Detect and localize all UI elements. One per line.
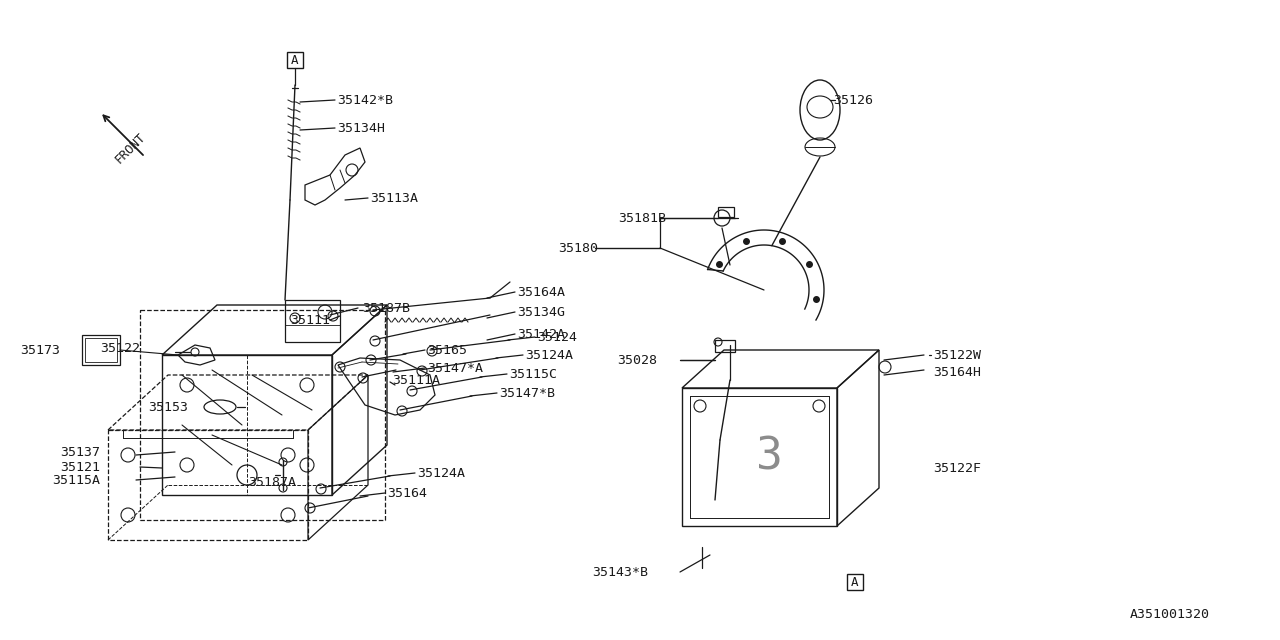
Text: 35187A: 35187A bbox=[248, 476, 296, 488]
Bar bbox=[285, 300, 340, 342]
Text: 35122W: 35122W bbox=[933, 349, 980, 362]
Bar bbox=[163, 355, 332, 495]
Text: 35164H: 35164H bbox=[933, 365, 980, 378]
Text: FRONT: FRONT bbox=[113, 130, 148, 166]
Text: 35165: 35165 bbox=[428, 344, 467, 356]
Text: 35122: 35122 bbox=[100, 342, 140, 355]
Text: 35187B: 35187B bbox=[362, 301, 410, 314]
Text: 35153: 35153 bbox=[148, 401, 188, 413]
Text: 35124A: 35124A bbox=[525, 349, 573, 362]
Text: A351001320: A351001320 bbox=[1130, 609, 1210, 621]
Text: 35143*B: 35143*B bbox=[591, 566, 648, 579]
Text: 35173: 35173 bbox=[20, 344, 60, 356]
Text: 35111A: 35111A bbox=[392, 374, 440, 387]
Bar bbox=[718, 207, 733, 217]
Text: 35126: 35126 bbox=[833, 93, 873, 106]
Text: 35122F: 35122F bbox=[933, 461, 980, 474]
Text: 35028: 35028 bbox=[617, 353, 657, 367]
Text: 35180: 35180 bbox=[558, 241, 598, 255]
Text: 35164A: 35164A bbox=[517, 285, 564, 298]
Bar bbox=[108, 430, 308, 540]
Text: 35115C: 35115C bbox=[509, 367, 557, 381]
Text: 35134G: 35134G bbox=[517, 305, 564, 319]
Text: 35147*A: 35147*A bbox=[428, 362, 483, 374]
Text: 35124: 35124 bbox=[538, 330, 577, 344]
Text: 35137: 35137 bbox=[60, 445, 100, 458]
Text: 35113A: 35113A bbox=[370, 191, 419, 205]
Bar bbox=[84, 338, 116, 362]
Text: 3: 3 bbox=[756, 435, 783, 479]
Bar bbox=[847, 574, 863, 590]
Text: 35124A: 35124A bbox=[417, 467, 465, 479]
Text: 35121: 35121 bbox=[60, 461, 100, 474]
Text: 35147*B: 35147*B bbox=[499, 387, 556, 399]
Bar bbox=[82, 335, 120, 365]
Bar bbox=[716, 340, 735, 352]
Text: 35134H: 35134H bbox=[337, 122, 385, 134]
Text: 35115A: 35115A bbox=[52, 474, 100, 486]
Bar bbox=[287, 52, 303, 68]
Text: A: A bbox=[292, 54, 298, 67]
Text: A: A bbox=[851, 575, 859, 589]
Text: 35142A: 35142A bbox=[517, 328, 564, 340]
Bar bbox=[682, 388, 837, 526]
Bar bbox=[140, 310, 385, 520]
Text: 35164: 35164 bbox=[387, 486, 428, 499]
Text: 35111: 35111 bbox=[291, 314, 330, 326]
Text: 35181B: 35181B bbox=[618, 211, 666, 225]
Text: 35142*B: 35142*B bbox=[337, 93, 393, 106]
